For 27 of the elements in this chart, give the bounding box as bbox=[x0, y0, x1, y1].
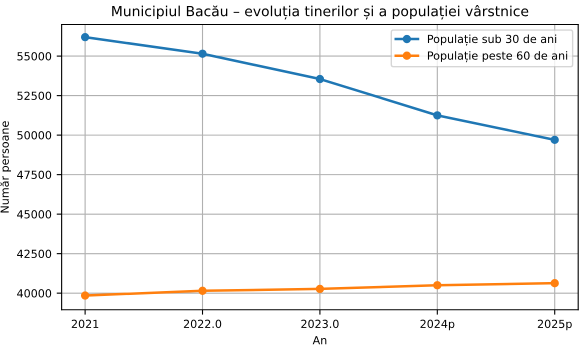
chart-title: Municipiul Bacău – evoluția tinerilor și a populației vârstnice bbox=[112, 5, 528, 20]
point bbox=[433, 111, 442, 120]
point bbox=[198, 286, 207, 295]
y-tick-label: 40000 bbox=[17, 289, 52, 298]
point bbox=[80, 291, 90, 300]
point bbox=[198, 50, 207, 58]
x-tick-label: 2024p bbox=[420, 320, 454, 330]
point bbox=[433, 281, 442, 290]
point bbox=[316, 74, 324, 84]
point bbox=[550, 136, 559, 144]
point bbox=[550, 279, 559, 288]
y-axis-title: Număr persoane bbox=[0, 121, 12, 212]
point bbox=[316, 284, 324, 294]
legend-label: Populație peste 60 de ani bbox=[428, 51, 568, 62]
x-tick-label: 2021 bbox=[72, 320, 98, 328]
y-tick-label: 50000 bbox=[17, 131, 52, 140]
y-tick-label: 55000 bbox=[17, 52, 52, 60]
y-tick-label: 42500 bbox=[17, 250, 52, 258]
legend-label: Populație sub 30 de ani bbox=[428, 34, 556, 46]
point bbox=[80, 32, 90, 42]
y-tick-label: 47500 bbox=[17, 170, 52, 180]
x-tick-label: 2023.0 bbox=[301, 320, 339, 328]
x-axis-title: An bbox=[312, 336, 326, 344]
x-tick-label: 2025p bbox=[538, 320, 572, 330]
y-tick-label: 52500 bbox=[17, 92, 52, 100]
y-tick-label: 45000 bbox=[17, 210, 52, 219]
x-tick-label: 2022.0 bbox=[184, 320, 222, 328]
